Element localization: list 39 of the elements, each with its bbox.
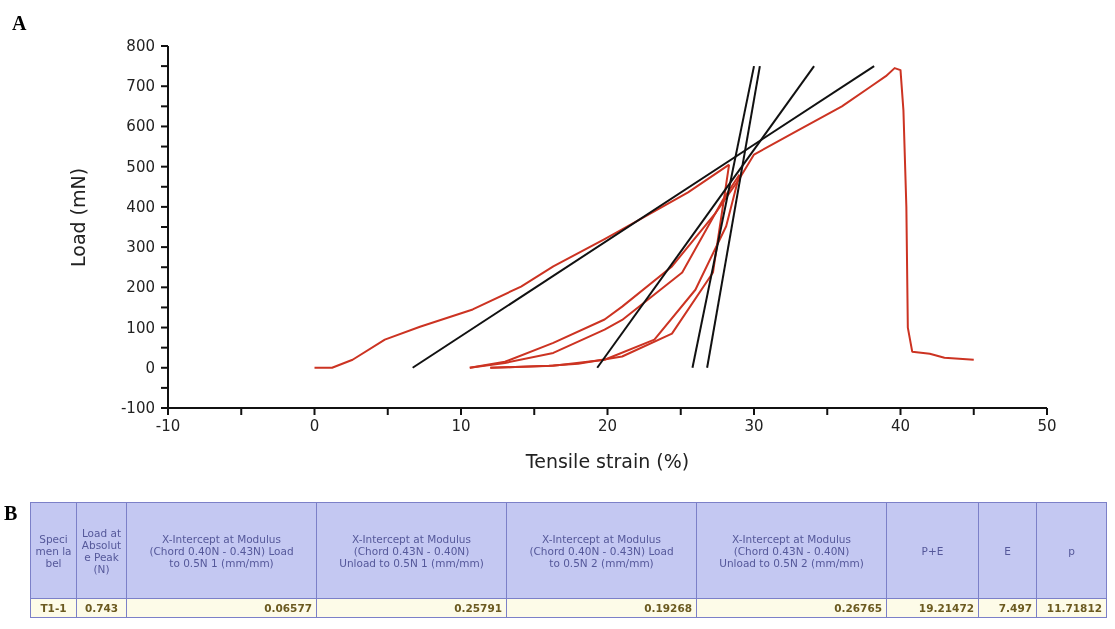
- x-tick-label: 0: [309, 417, 320, 435]
- text: 0.26765: [696, 598, 887, 618]
- x-axis-title: Tensile strain (%): [524, 450, 690, 472]
- y-tick-label: 800: [126, 37, 155, 55]
- y-tick-label: 400: [126, 197, 155, 216]
- text: 0.19268: [506, 598, 697, 618]
- text: E: [978, 502, 1037, 599]
- x-tick-label: 20: [597, 417, 618, 435]
- text: 0.743: [76, 598, 127, 618]
- text: 0.25791: [316, 598, 507, 618]
- text: X-Intercept at Modulus (Chord 0.43N - 0.40N) Unload to 0.5N 1 (mm/mm): [316, 502, 507, 599]
- text: 0.06577: [126, 598, 317, 618]
- text: X-Intercept at Modulus (Chord 0.40N - 0.43N) Load to 0.5N 2 (mm/mm): [506, 502, 697, 599]
- y-tick-label: 700: [126, 77, 155, 96]
- text: 11.71812: [1036, 598, 1107, 618]
- y-tick-label: -100: [120, 399, 155, 417]
- text: Specimen label: [30, 502, 77, 599]
- y-tick-label: 0: [145, 358, 155, 377]
- y-tick-label: 500: [126, 157, 155, 176]
- text: P+E: [886, 502, 979, 599]
- y-tick-label: 200: [126, 278, 155, 297]
- text: T1-1: [30, 598, 77, 618]
- y-tick-label: 300: [126, 238, 155, 257]
- x-tick-label: 50: [1037, 417, 1057, 435]
- chart-title: A: [12, 12, 27, 35]
- text: 19.21472: [886, 598, 979, 618]
- y-tick-label: 600: [126, 117, 155, 136]
- x-tick-label: 10: [451, 417, 471, 435]
- x-tick-label: 30: [744, 417, 764, 435]
- y-axis-title: Load (mN): [66, 167, 89, 267]
- y-tick-label: 100: [126, 318, 155, 337]
- x-tick-label: 40: [890, 417, 911, 435]
- text: 7.497: [978, 598, 1037, 618]
- text: p: [1036, 502, 1107, 599]
- text: Load at Absolute Peak (N): [76, 502, 127, 599]
- text: X-Intercept at Modulus (Chord 0.43N - 0.40N) Unload to 0.5N 2 (mm/mm): [696, 502, 887, 599]
- x-tick-label: -10: [155, 417, 181, 435]
- text: B: [4, 502, 18, 525]
- text: X-Intercept at Modulus (Chord 0.40N - 0.43N) Load to 0.5N 1 (mm/mm): [126, 502, 317, 599]
